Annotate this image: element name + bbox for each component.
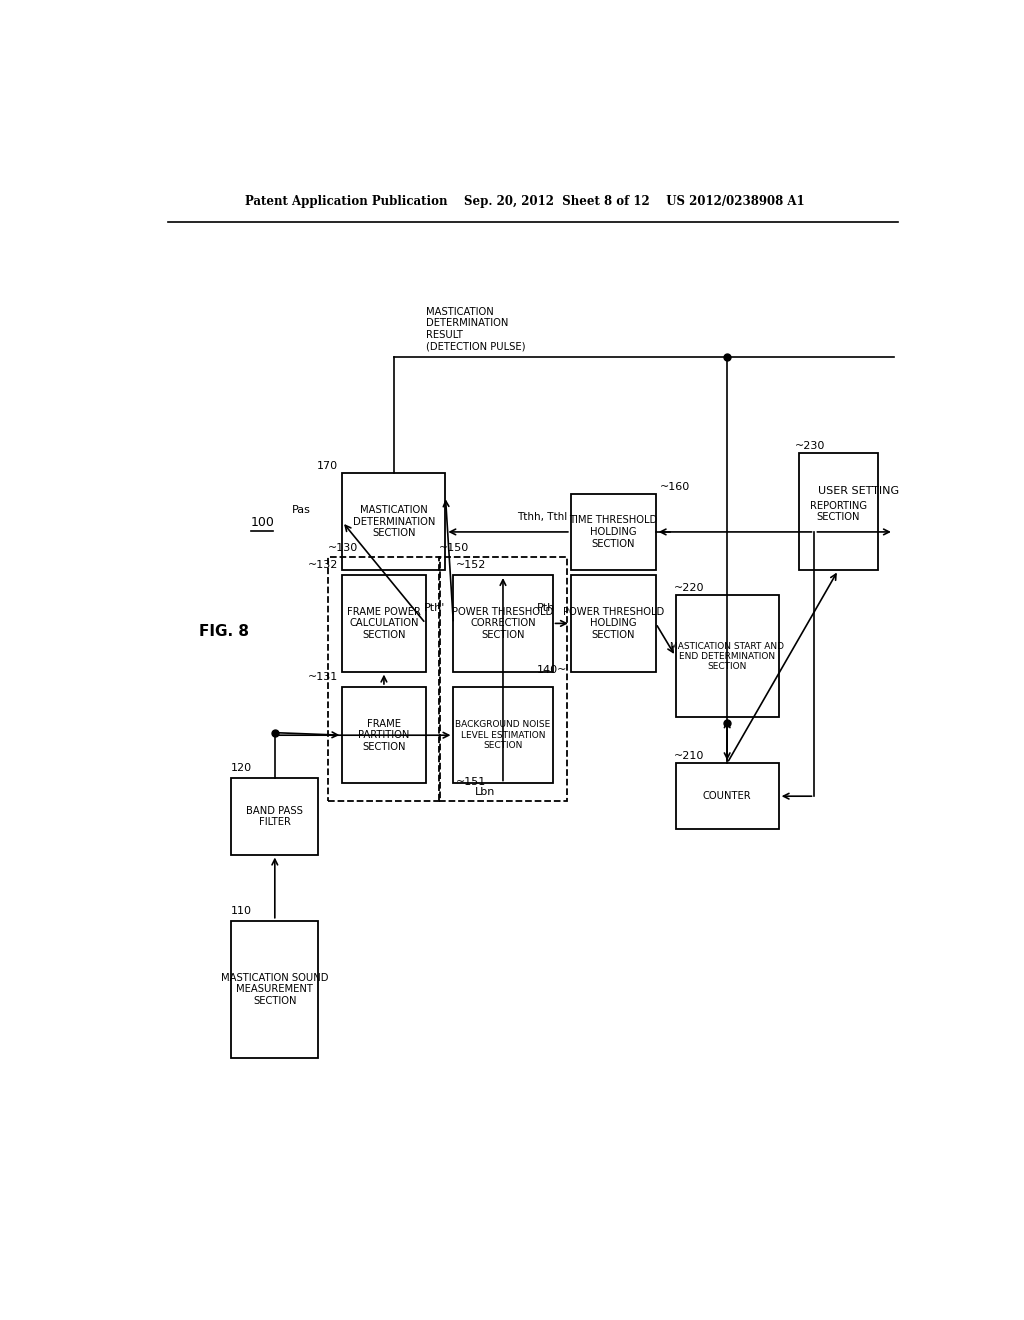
Text: ~132: ~132 xyxy=(308,560,338,570)
Bar xyxy=(454,576,553,672)
Text: Pth: Pth xyxy=(537,603,555,614)
Text: BAND PASS
FILTER: BAND PASS FILTER xyxy=(247,805,303,828)
Text: ~210: ~210 xyxy=(674,751,705,762)
Text: ~220: ~220 xyxy=(674,583,705,594)
Text: BACKGROUND NOISE
LEVEL ESTIMATION
SECTION: BACKGROUND NOISE LEVEL ESTIMATION SECTIO… xyxy=(456,721,551,750)
Text: 120: 120 xyxy=(231,763,252,774)
Text: ~151: ~151 xyxy=(456,776,486,787)
Text: ~230: ~230 xyxy=(795,441,825,451)
Text: Pas: Pas xyxy=(292,504,310,515)
Text: ~160: ~160 xyxy=(659,482,690,492)
Text: ~130: ~130 xyxy=(328,543,358,553)
Text: Patent Application Publication    Sep. 20, 2012  Sheet 8 of 12    US 2012/023890: Patent Application Publication Sep. 20, … xyxy=(245,194,805,207)
Bar xyxy=(342,474,445,570)
Text: MASTICATION
DETERMINATION
SECTION: MASTICATION DETERMINATION SECTION xyxy=(352,506,435,539)
Text: MASTICATION
DETERMINATION
RESULT
(DETECTION PULSE): MASTICATION DETERMINATION RESULT (DETECT… xyxy=(426,306,525,351)
Text: USER SETTING: USER SETTING xyxy=(818,486,899,496)
Text: FRAME
PARTITION
SECTION: FRAME PARTITION SECTION xyxy=(358,718,410,752)
Bar xyxy=(676,763,778,829)
Text: 140~: 140~ xyxy=(537,665,567,675)
Bar xyxy=(439,557,567,801)
Text: ~152: ~152 xyxy=(456,560,486,570)
Bar xyxy=(342,576,426,672)
Text: FRAME POWER
CALCULATION
SECTION: FRAME POWER CALCULATION SECTION xyxy=(347,607,421,640)
Text: Pth': Pth' xyxy=(424,603,445,614)
Bar xyxy=(799,453,878,570)
Bar xyxy=(570,494,655,570)
Text: ~131: ~131 xyxy=(308,672,338,682)
Bar xyxy=(676,595,778,718)
Bar xyxy=(231,921,318,1057)
Text: POWER THRESHOLD
HOLDING
SECTION: POWER THRESHOLD HOLDING SECTION xyxy=(562,607,664,640)
Text: 100: 100 xyxy=(251,516,274,529)
Text: TIME THRESHOLD
HOLDING
SECTION: TIME THRESHOLD HOLDING SECTION xyxy=(569,515,657,549)
Text: POWER THRESHOLD
CORRECTION
SECTION: POWER THRESHOLD CORRECTION SECTION xyxy=(453,607,554,640)
Text: ~150: ~150 xyxy=(439,543,469,553)
Bar xyxy=(328,557,440,801)
Text: MASTICATION START AND
END DETERMINATION
SECTION: MASTICATION START AND END DETERMINATION … xyxy=(670,642,784,672)
Bar xyxy=(231,779,318,854)
Text: MASTICATION SOUND
MEASUREMENT
SECTION: MASTICATION SOUND MEASUREMENT SECTION xyxy=(221,973,329,1006)
Bar xyxy=(342,686,426,784)
Bar xyxy=(454,686,553,784)
Text: Tthh, Tthl: Tthh, Tthl xyxy=(517,512,567,521)
Text: 170: 170 xyxy=(317,462,338,471)
Text: REPORTING
SECTION: REPORTING SECTION xyxy=(810,500,867,523)
Text: COUNTER: COUNTER xyxy=(702,791,752,801)
Bar xyxy=(570,576,655,672)
Text: 110: 110 xyxy=(231,906,252,916)
Text: FIG. 8: FIG. 8 xyxy=(200,623,250,639)
Text: Lbn: Lbn xyxy=(475,787,495,796)
